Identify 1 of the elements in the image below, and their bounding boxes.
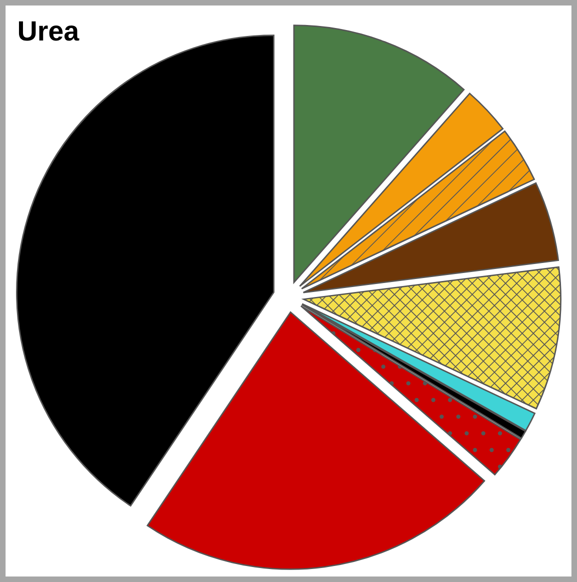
chart-title: Urea [18, 21, 80, 41]
